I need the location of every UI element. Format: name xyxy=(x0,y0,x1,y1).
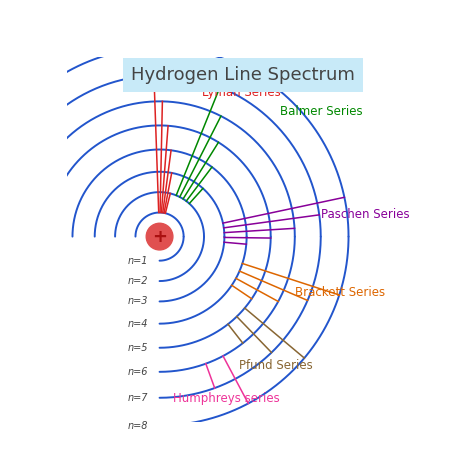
Text: n=1: n=1 xyxy=(128,255,148,265)
Text: n=4: n=4 xyxy=(128,319,148,328)
Text: Brackett Series: Brackett Series xyxy=(295,286,385,299)
Text: Balmer Series: Balmer Series xyxy=(280,105,363,118)
Text: Humphreys series: Humphreys series xyxy=(173,392,279,405)
Text: +: + xyxy=(152,228,167,246)
Text: n=8: n=8 xyxy=(128,420,148,430)
Text: n=5: n=5 xyxy=(128,343,148,353)
Circle shape xyxy=(146,223,173,250)
Text: Paschen Series: Paschen Series xyxy=(321,208,410,221)
Text: n=7: n=7 xyxy=(128,393,148,403)
Text: Hydrogen Line Spectrum: Hydrogen Line Spectrum xyxy=(131,66,355,84)
Text: Pfund Series: Pfund Series xyxy=(239,359,313,372)
Text: Lyman Series: Lyman Series xyxy=(202,86,281,100)
Text: n=3: n=3 xyxy=(128,296,148,306)
Text: n=2: n=2 xyxy=(128,276,148,286)
Text: n=6: n=6 xyxy=(128,367,148,377)
